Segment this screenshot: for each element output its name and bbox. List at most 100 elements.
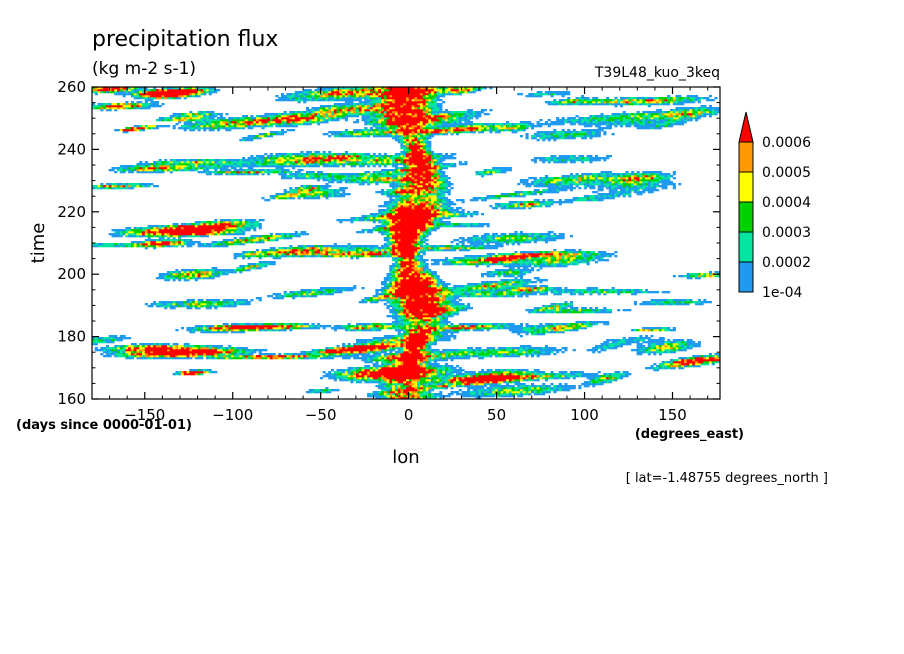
heatmap-cell bbox=[500, 233, 507, 236]
heatmap-cell bbox=[386, 323, 393, 326]
heatmap-cell bbox=[111, 349, 118, 352]
heatmap-cell bbox=[692, 363, 696, 366]
heatmap-cell bbox=[403, 349, 410, 352]
heatmap-cell bbox=[275, 255, 279, 258]
heatmap-cell bbox=[478, 391, 482, 394]
heatmap-cell bbox=[428, 325, 432, 328]
heatmap-cell bbox=[319, 245, 323, 248]
heatmap-cell bbox=[636, 181, 640, 184]
heatmap-cell bbox=[606, 187, 612, 190]
heatmap-cell bbox=[419, 373, 423, 376]
heatmap-cell bbox=[417, 275, 421, 278]
heatmap-cell bbox=[492, 353, 496, 356]
heatmap-cell bbox=[533, 265, 537, 268]
heatmap-cell bbox=[425, 277, 432, 280]
heatmap-cell bbox=[528, 311, 532, 314]
heatmap-cell bbox=[536, 237, 543, 240]
heatmap-cell bbox=[708, 275, 712, 278]
heatmap-cell bbox=[255, 171, 259, 174]
heatmap-cell bbox=[550, 383, 554, 386]
heatmap-cell bbox=[372, 251, 376, 254]
heatmap-cell bbox=[244, 349, 251, 352]
heatmap-cell bbox=[397, 297, 401, 300]
heatmap-cell bbox=[183, 343, 190, 346]
heatmap-cell bbox=[425, 197, 429, 200]
heatmap-cell bbox=[642, 347, 646, 350]
heatmap-cell bbox=[378, 173, 382, 176]
heatmap-cell bbox=[656, 347, 660, 350]
heatmap-cell bbox=[539, 291, 546, 294]
heatmap-cell bbox=[378, 357, 382, 360]
heatmap-cell bbox=[531, 391, 535, 394]
heatmap-cell bbox=[155, 245, 159, 248]
heatmap-cell bbox=[703, 299, 707, 302]
heatmap-cell bbox=[436, 315, 443, 318]
heatmap-cell bbox=[144, 349, 168, 352]
heatmap-cell bbox=[539, 289, 543, 292]
heatmap-cell bbox=[431, 169, 435, 172]
heatmap-cell bbox=[142, 229, 146, 232]
heatmap-cell bbox=[581, 173, 593, 176]
heatmap-cell bbox=[686, 357, 690, 360]
heatmap-cell bbox=[425, 269, 429, 272]
heatmap-cell bbox=[300, 173, 304, 176]
heatmap-cell bbox=[144, 239, 157, 242]
heatmap-cell bbox=[444, 353, 448, 356]
heatmap-cell bbox=[372, 359, 382, 362]
heatmap-cell bbox=[397, 331, 401, 334]
heatmap-cell bbox=[475, 285, 482, 288]
heatmap-cell bbox=[239, 323, 246, 326]
heatmap-cell bbox=[175, 347, 179, 350]
heatmap-cell bbox=[397, 183, 407, 186]
heatmap-cell bbox=[503, 205, 507, 208]
heatmap-cell bbox=[603, 291, 607, 294]
heatmap-cell bbox=[531, 383, 535, 386]
heatmap-cell bbox=[236, 347, 248, 350]
heatmap-cell bbox=[367, 253, 382, 256]
heatmap-cell bbox=[378, 215, 382, 218]
heatmap-cell bbox=[442, 283, 451, 286]
heatmap-cell bbox=[292, 327, 301, 330]
heatmap-cell bbox=[108, 233, 121, 236]
heatmap-cell bbox=[211, 231, 215, 234]
heatmap-cell bbox=[342, 325, 348, 328]
heatmap-cell bbox=[475, 351, 482, 354]
heatmap-cell bbox=[306, 255, 310, 258]
heatmap-cell bbox=[472, 235, 479, 238]
heatmap-cell bbox=[469, 325, 476, 328]
heatmap-cell bbox=[419, 241, 423, 244]
heatmap-cell bbox=[561, 289, 565, 292]
heatmap-cell bbox=[383, 251, 387, 254]
heatmap-cell bbox=[411, 195, 418, 198]
heatmap-cell bbox=[442, 293, 448, 296]
heatmap-cell bbox=[205, 167, 209, 170]
heatmap-cell bbox=[475, 391, 479, 394]
heatmap-cell bbox=[622, 175, 632, 178]
heatmap-cell bbox=[633, 291, 643, 294]
heatmap-cell bbox=[500, 261, 504, 264]
heatmap-cell bbox=[325, 373, 332, 376]
heatmap-cell bbox=[258, 265, 265, 268]
heatmap-cell bbox=[275, 251, 279, 254]
heatmap-cell bbox=[586, 197, 590, 200]
heatmap-cell bbox=[489, 205, 493, 208]
heatmap-cell bbox=[381, 365, 385, 368]
heatmap-cell bbox=[397, 287, 437, 290]
heatmap-cell bbox=[417, 325, 421, 328]
heatmap-cell bbox=[533, 377, 537, 380]
heatmap-cell bbox=[372, 339, 379, 342]
heatmap-cell bbox=[317, 253, 321, 256]
heatmap-cell bbox=[258, 219, 265, 222]
heatmap-cell bbox=[442, 315, 446, 318]
heatmap-cell bbox=[225, 243, 234, 246]
heatmap-cell bbox=[708, 273, 712, 276]
heatmap-cell bbox=[281, 251, 285, 254]
heatmap-cell bbox=[350, 381, 354, 384]
heatmap-cell bbox=[425, 243, 429, 246]
heatmap-cell bbox=[189, 223, 193, 226]
heatmap-cell bbox=[431, 333, 440, 336]
heatmap-cell bbox=[244, 267, 248, 270]
heatmap-cell bbox=[572, 197, 579, 200]
heatmap-cell bbox=[597, 185, 607, 188]
heatmap-cell bbox=[428, 377, 432, 380]
